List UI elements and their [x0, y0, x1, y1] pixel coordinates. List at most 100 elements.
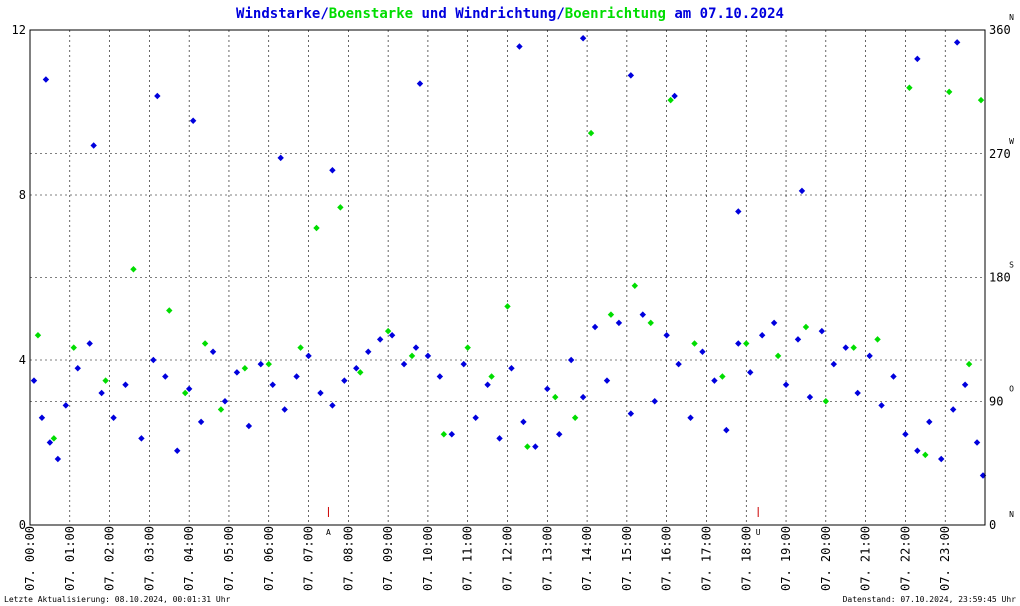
wind-speed-point — [890, 373, 897, 380]
wind-speed-point — [257, 360, 264, 368]
gust-speed-point — [70, 344, 77, 351]
wind-speed-point — [926, 418, 933, 426]
wind-speed-point — [400, 360, 408, 368]
wind-speed-point — [806, 393, 814, 401]
title-part-gust-direction: Boenrichtung — [565, 6, 666, 22]
y-tick-label: 12 — [12, 23, 26, 37]
direction-tick-label: 270 — [989, 147, 1011, 161]
compass-label: N — [1009, 13, 1014, 22]
wind-speed-point — [233, 369, 241, 376]
gust-speed-point — [965, 360, 973, 368]
compass-label: O — [1009, 384, 1014, 393]
gust-speed-point — [850, 344, 857, 351]
gust-speed-point — [571, 414, 579, 421]
x-tick-label: 07. 22:00 — [898, 526, 912, 591]
title-part-direction: und Windrichtung/ — [413, 6, 565, 22]
gust-speed-point — [977, 96, 985, 104]
wind-speed-point — [353, 365, 360, 372]
x-tick-label: 07. 14:00 — [580, 526, 594, 591]
direction-tick-label: 360 — [989, 23, 1011, 37]
direction-tick-label: 180 — [989, 271, 1011, 285]
y-axis-left: 0 4 8 12 — [12, 23, 26, 532]
wind-speed-point — [42, 76, 50, 83]
wind-speed-point — [54, 455, 62, 463]
wind-speed-point — [914, 447, 921, 454]
wind-speed-point — [98, 389, 105, 397]
gust-speed-point — [440, 431, 448, 438]
gust-speed-point — [691, 340, 698, 347]
wind-speed-point — [189, 117, 197, 124]
wind-speed-point — [627, 72, 635, 79]
direction-tick-label: 0 — [989, 518, 996, 532]
wind-speed-point — [591, 323, 599, 331]
wind-speed-point — [46, 439, 54, 446]
gust-speed-point — [408, 352, 416, 360]
wind-speed-point — [949, 406, 957, 413]
wind-speed-point — [62, 402, 70, 409]
x-tick-label: 07. 00:00 — [23, 526, 37, 591]
gust-speed-point — [181, 389, 189, 397]
last-update-label: Letzte Aktualisierung: 08.10.2024, 00:01… — [4, 595, 231, 604]
x-tick-label: 07. 08:00 — [341, 526, 355, 591]
wind-speed-point — [818, 327, 826, 335]
wind-speed-point — [770, 319, 778, 327]
x-tick-label: 07. 15:00 — [620, 526, 634, 591]
title-part-gust: Boenstarke — [329, 6, 413, 22]
wind-speed-point — [150, 356, 157, 364]
x-axis: 07. 00:00 07. 01:00 07. 02:00 07. 03:00 07. … — [23, 526, 952, 591]
title-part-wind: Windstarke/ — [236, 6, 329, 22]
wind-speed-point — [245, 422, 253, 430]
x-tick-label: 07. 16:00 — [660, 526, 674, 591]
gust-speed-point — [802, 323, 810, 331]
x-tick-label: 07. 19:00 — [779, 526, 793, 591]
gust-speed-point — [631, 282, 639, 289]
gust-speed-point — [719, 373, 726, 380]
wind-speed-point — [544, 385, 551, 393]
gust-speed-point — [504, 303, 511, 310]
gust-speed-point — [265, 360, 272, 368]
wind-speed-point — [448, 431, 455, 438]
x-tick-label: 07. 04:00 — [182, 526, 196, 591]
wind-speed-point — [603, 377, 611, 384]
gust-speed-point — [166, 307, 173, 314]
gust-speed-point — [50, 435, 58, 442]
gust-speed-point — [357, 369, 364, 376]
x-tick-label: 07. 13:00 — [540, 526, 554, 591]
wind-speed-point — [122, 381, 129, 388]
wind-speed-point — [154, 92, 161, 100]
wind-speed-point — [699, 348, 706, 355]
wind-speed-point — [74, 365, 81, 372]
wind-speed-point — [556, 431, 563, 438]
gust-speed-point — [337, 204, 344, 211]
y-tick-label: 4 — [19, 353, 26, 367]
gust-speed-point — [34, 332, 42, 339]
wind-speed-point — [973, 439, 981, 446]
wind-speed-point — [627, 410, 635, 417]
compass-label: N — [1009, 510, 1014, 519]
wind-speed-point — [138, 435, 145, 442]
wind-speed-point — [639, 311, 646, 318]
wind-speed-point — [436, 373, 444, 380]
wind-speed-point — [532, 443, 539, 450]
event-marker-label: U — [756, 528, 761, 537]
x-tick-label: 07. 01:00 — [63, 526, 77, 591]
wind-speed-point — [30, 377, 38, 384]
x-tick-label: 07. 06:00 — [262, 526, 276, 591]
wind-speed-point — [854, 389, 861, 397]
wind-speed-point — [663, 332, 670, 339]
gust-speed-point — [552, 393, 559, 401]
wind-speed-point — [579, 393, 587, 401]
wind-speed-point — [221, 398, 229, 405]
wind-speed-point — [758, 332, 766, 339]
wind-speed-point — [914, 55, 921, 63]
wind-speed-point — [305, 352, 312, 360]
wind-speed-point — [711, 377, 718, 384]
gust-speed-point — [922, 451, 929, 459]
title-part-date: am 07.10.2024 — [666, 6, 784, 22]
wind-speed-point — [281, 406, 288, 413]
wind-speed-point — [671, 92, 678, 100]
wind-speed-point — [842, 344, 849, 351]
wind-speed-point — [472, 414, 479, 421]
x-tick-label: 07. 09:00 — [381, 526, 395, 591]
